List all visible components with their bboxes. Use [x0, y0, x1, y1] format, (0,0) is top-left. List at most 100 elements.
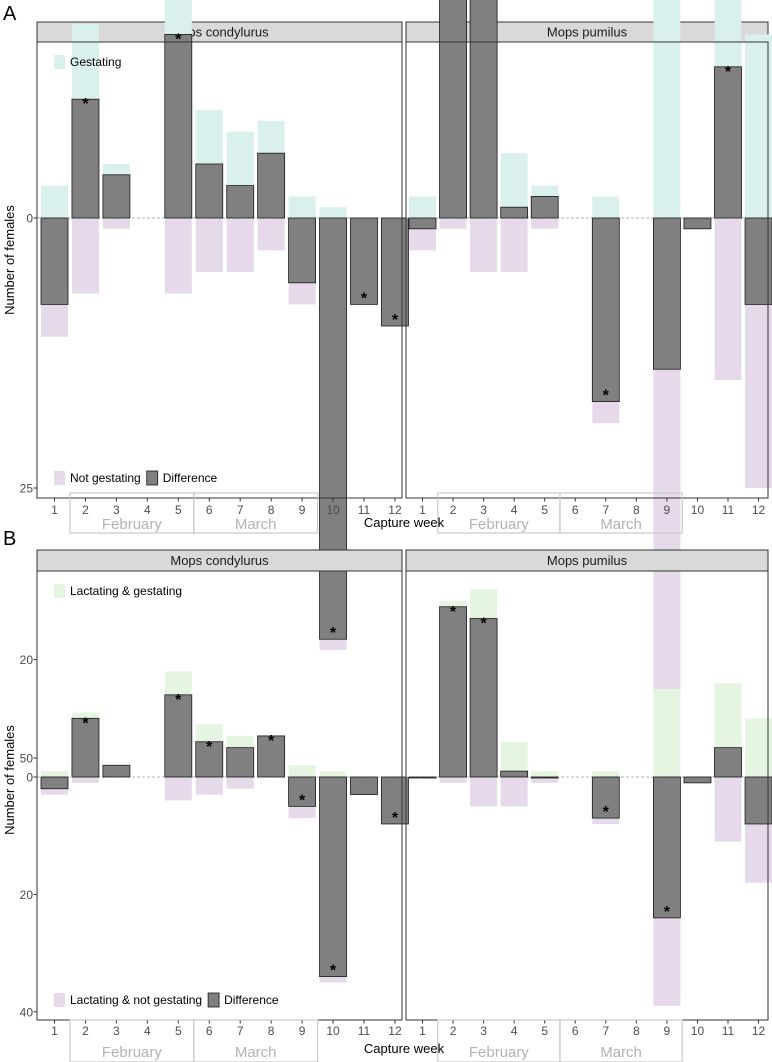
legend-label-difference: Difference	[163, 471, 218, 485]
negative-bar-week-4	[500, 218, 528, 272]
difference-bar-week-2	[439, 0, 467, 219]
positive-bar-week-7	[592, 196, 620, 218]
significance-star-week-12: *	[392, 810, 399, 827]
legend-label-difference: Difference	[224, 993, 279, 1007]
difference-bar-week-8	[257, 152, 286, 219]
x-tick-label-week-6: 6	[206, 1024, 213, 1038]
x-tick-label-week-8: 8	[268, 1024, 275, 1038]
y-tick-label: 20	[20, 888, 34, 902]
month-label-february: February	[469, 516, 530, 533]
positive-bar-week-9	[653, 0, 681, 219]
difference-bar-week-7	[226, 185, 255, 219]
negative-bar-week-11	[714, 777, 742, 842]
x-tick-label-week-10: 10	[691, 1024, 705, 1038]
difference-bar-week-10	[319, 217, 347, 640]
difference-bar-week-10	[319, 776, 347, 977]
x-tick-label-week-11: 11	[722, 1024, 735, 1038]
difference-bar-week-3	[102, 764, 131, 778]
facet-title: Mops condylurus	[170, 25, 269, 40]
difference-bar-week-3	[102, 174, 131, 219]
x-tick-label-week-7: 7	[602, 503, 609, 517]
difference-bar-week-3	[469, 0, 498, 219]
difference-bar-week-7	[591, 217, 620, 403]
facet-title: Mops pumilus	[547, 553, 628, 568]
month-label-march: March	[600, 516, 642, 533]
x-tick-label-week-12: 12	[752, 1024, 766, 1038]
difference-bar-week-2	[71, 717, 100, 778]
x-tick-label-week-4: 4	[511, 503, 518, 517]
x-tick-label-week-1: 1	[51, 1024, 58, 1038]
negative-bar-week-11	[714, 218, 742, 380]
positive-bar-week-10	[319, 207, 347, 218]
difference-bar-week-4	[500, 206, 529, 219]
y-axis-title: Number of females	[2, 205, 17, 315]
x-tick-label-week-5: 5	[541, 1024, 548, 1038]
significance-star-week-11: *	[361, 290, 368, 307]
difference-bar-week-9	[288, 217, 317, 284]
significance-star-week-10: *	[330, 963, 337, 980]
x-tick-label-week-7: 7	[602, 1024, 609, 1038]
negative-bar-week-2	[439, 218, 467, 229]
negative-bar-week-4	[500, 777, 528, 807]
significance-star-week-5: *	[175, 31, 182, 48]
negative-bar-week-2	[439, 777, 467, 783]
negative-bar-week-8	[257, 218, 285, 251]
x-tick-label-week-1: 1	[51, 503, 58, 517]
plot-border	[36, 570, 403, 1021]
legend-key-top	[54, 55, 65, 69]
positive-bar-week-1	[41, 185, 68, 218]
month-label-march: March	[600, 1044, 642, 1061]
legend-key-difference	[146, 470, 159, 486]
x-tick-label-week-4: 4	[144, 1024, 151, 1038]
x-tick-label-week-6: 6	[572, 1024, 579, 1038]
x-tick-label-week-11: 11	[722, 503, 735, 517]
legend-label-negative: Lactating & not gestating	[70, 993, 202, 1007]
legend-key-negative	[54, 993, 65, 1007]
significance-star-week-10: *	[330, 625, 337, 642]
legend-key-negative	[54, 471, 65, 485]
negative-bar-week-6	[195, 218, 223, 272]
negative-bar-week-2	[71, 777, 99, 783]
x-tick-label-week-3: 3	[480, 503, 487, 517]
x-tick-label-week-5: 5	[541, 503, 548, 517]
significance-star-week-8: *	[268, 733, 275, 750]
difference-bar-week-6	[195, 741, 224, 778]
negative-bar-week-3	[470, 777, 498, 807]
difference-bar-week-5	[530, 776, 559, 779]
facet-mops-condylurus: Mops condylurus*****1 2 3 4 5 6 7 8 9 10 11 12Febru…	[36, 0, 409, 650]
negative-bar-week-3	[102, 218, 130, 229]
x-tick-label-week-10: 10	[326, 503, 340, 517]
month-label-february: February	[469, 1044, 530, 1061]
month-label-february: February	[102, 516, 163, 533]
negative-bar-week-5	[164, 218, 192, 294]
y-tick-label: 0	[26, 212, 33, 226]
x-axis-title: Capture week	[364, 515, 445, 530]
positive-bar-week-1	[409, 196, 436, 218]
significance-star-week-6: *	[206, 739, 213, 756]
x-tick-label-week-12: 12	[752, 503, 766, 517]
difference-bar-week-6	[195, 163, 224, 219]
significance-star-week-11: *	[725, 64, 732, 81]
x-tick-label-week-11: 11	[358, 503, 371, 517]
x-tick-label-week-7: 7	[237, 503, 244, 517]
significance-star-week-5: *	[175, 692, 182, 709]
difference-bar-week-2	[71, 98, 100, 219]
x-tick-label-week-2: 2	[82, 503, 89, 517]
y-tick-label: 25	[20, 482, 34, 496]
difference-bar-week-11	[350, 776, 378, 796]
plot-border	[36, 41, 403, 499]
legend-label-top: Gestating	[70, 55, 121, 69]
x-tick-label-week-2: 2	[450, 503, 457, 517]
month-bracket-march	[559, 492, 683, 534]
panel-label: A	[3, 3, 17, 25]
x-tick-label-week-8: 8	[268, 503, 275, 517]
facet-mops-pumilus: Mops pumilus****123456789101112FebruaryM…	[405, 0, 772, 737]
negative-bar-week-7	[226, 777, 254, 789]
x-tick-label-week-9: 9	[664, 503, 671, 517]
difference-bar-week-10	[683, 217, 712, 230]
y-axis-title: Number of females	[2, 725, 17, 835]
x-tick-label-week-12: 12	[388, 503, 402, 517]
difference-bar-week-11	[714, 747, 742, 778]
positive-bar-week-9	[288, 765, 316, 777]
